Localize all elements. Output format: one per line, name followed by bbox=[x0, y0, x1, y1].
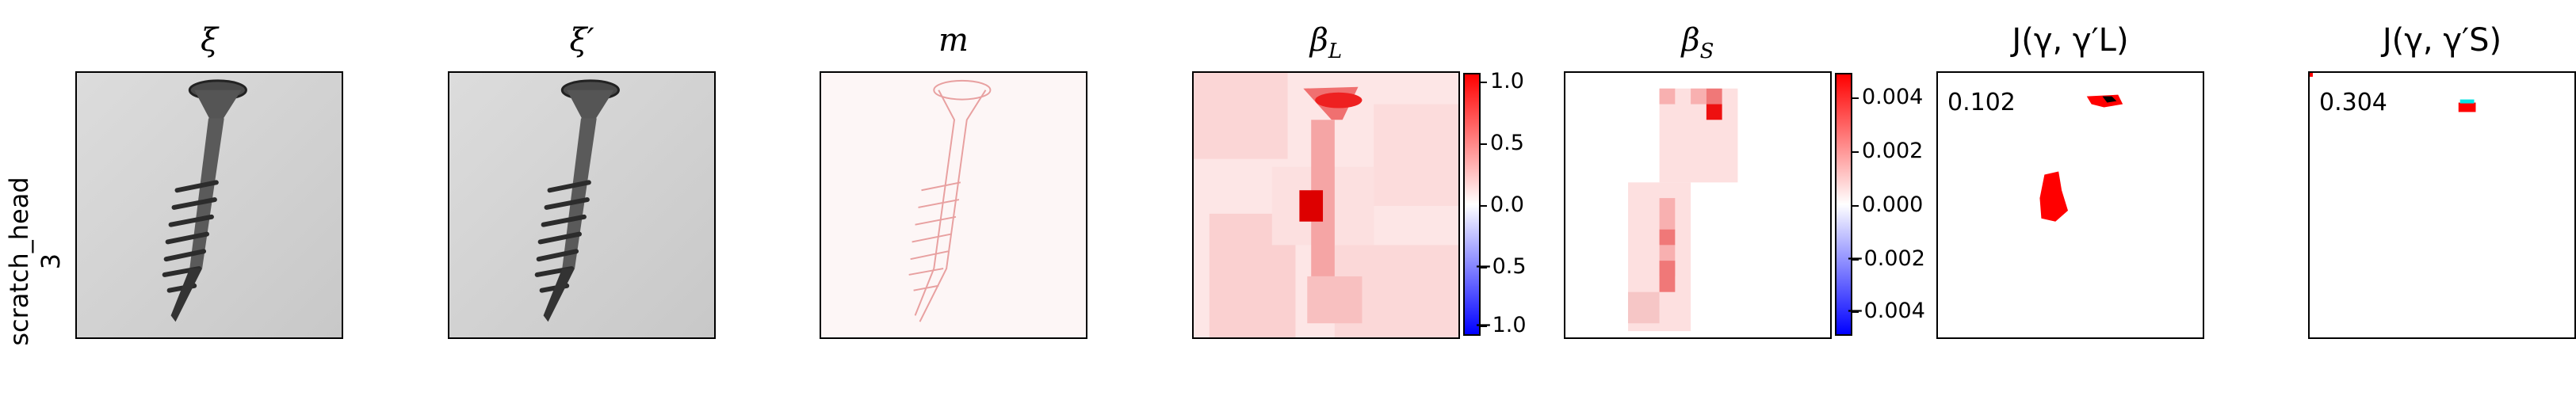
colorbar-l-tick: −1.0 bbox=[1474, 313, 1527, 337]
screw-image-xi bbox=[77, 73, 342, 337]
heatmap-beta-s bbox=[1565, 73, 1830, 337]
title-beta-s: βS bbox=[1681, 22, 1714, 63]
panel-beta-s bbox=[1564, 71, 1832, 339]
panel-beta-l bbox=[1192, 71, 1460, 339]
colorbar-s-tick: 0.000 bbox=[1862, 192, 1924, 217]
colorbar-l-tick: −0.5 bbox=[1474, 254, 1527, 279]
detected-region bbox=[2039, 171, 2069, 222]
detected-region bbox=[2458, 102, 2476, 112]
colorbar-beta-s bbox=[1835, 73, 1852, 336]
title-j-s: J(γ, γ′S) bbox=[2382, 22, 2502, 59]
screw-image-xi-prime bbox=[449, 73, 714, 337]
score-j-s: 0.304 bbox=[2319, 89, 2387, 116]
colorbar-s-tick: −0.004 bbox=[1846, 299, 1925, 323]
colorbar-s-tick: −0.002 bbox=[1846, 246, 1925, 271]
title-beta-l: βL bbox=[1309, 22, 1343, 63]
row-label-category: scratch_head bbox=[4, 177, 34, 346]
panel-j-s: 0.304 bbox=[2308, 71, 2576, 339]
panel-xi bbox=[75, 71, 343, 339]
heatmap-beta-l bbox=[1194, 73, 1458, 337]
colorbar-beta-l bbox=[1463, 73, 1481, 336]
screw-shape bbox=[162, 79, 247, 322]
detected-region bbox=[2086, 94, 2123, 108]
colorbar-l-tick: 0.5 bbox=[1490, 131, 1524, 155]
panel-xi-prime bbox=[448, 71, 716, 339]
score-j-l: 0.102 bbox=[1947, 89, 2016, 116]
title-xi: ξ bbox=[200, 22, 219, 59]
overlay-j-l bbox=[1938, 73, 2203, 337]
colorbar-s-tick: 0.002 bbox=[1862, 139, 1924, 163]
mask-image-m bbox=[821, 73, 1086, 337]
panel-j-l: 0.102 bbox=[1936, 71, 2204, 339]
panel-m bbox=[820, 71, 1087, 339]
title-j-l: J(γ, γ′L) bbox=[2012, 22, 2129, 59]
colorbar-s-tick: 0.004 bbox=[1862, 85, 1924, 109]
title-m: m bbox=[938, 22, 969, 59]
overlay-j-s bbox=[2310, 73, 2574, 337]
screw-shape bbox=[534, 79, 620, 322]
title-xi-prime: ξ′ bbox=[569, 22, 594, 59]
colorbar-l-tick: 1.0 bbox=[1490, 69, 1524, 93]
row-label-index: 3 bbox=[36, 253, 66, 270]
colorbar-l-tick: 0.0 bbox=[1490, 192, 1524, 217]
